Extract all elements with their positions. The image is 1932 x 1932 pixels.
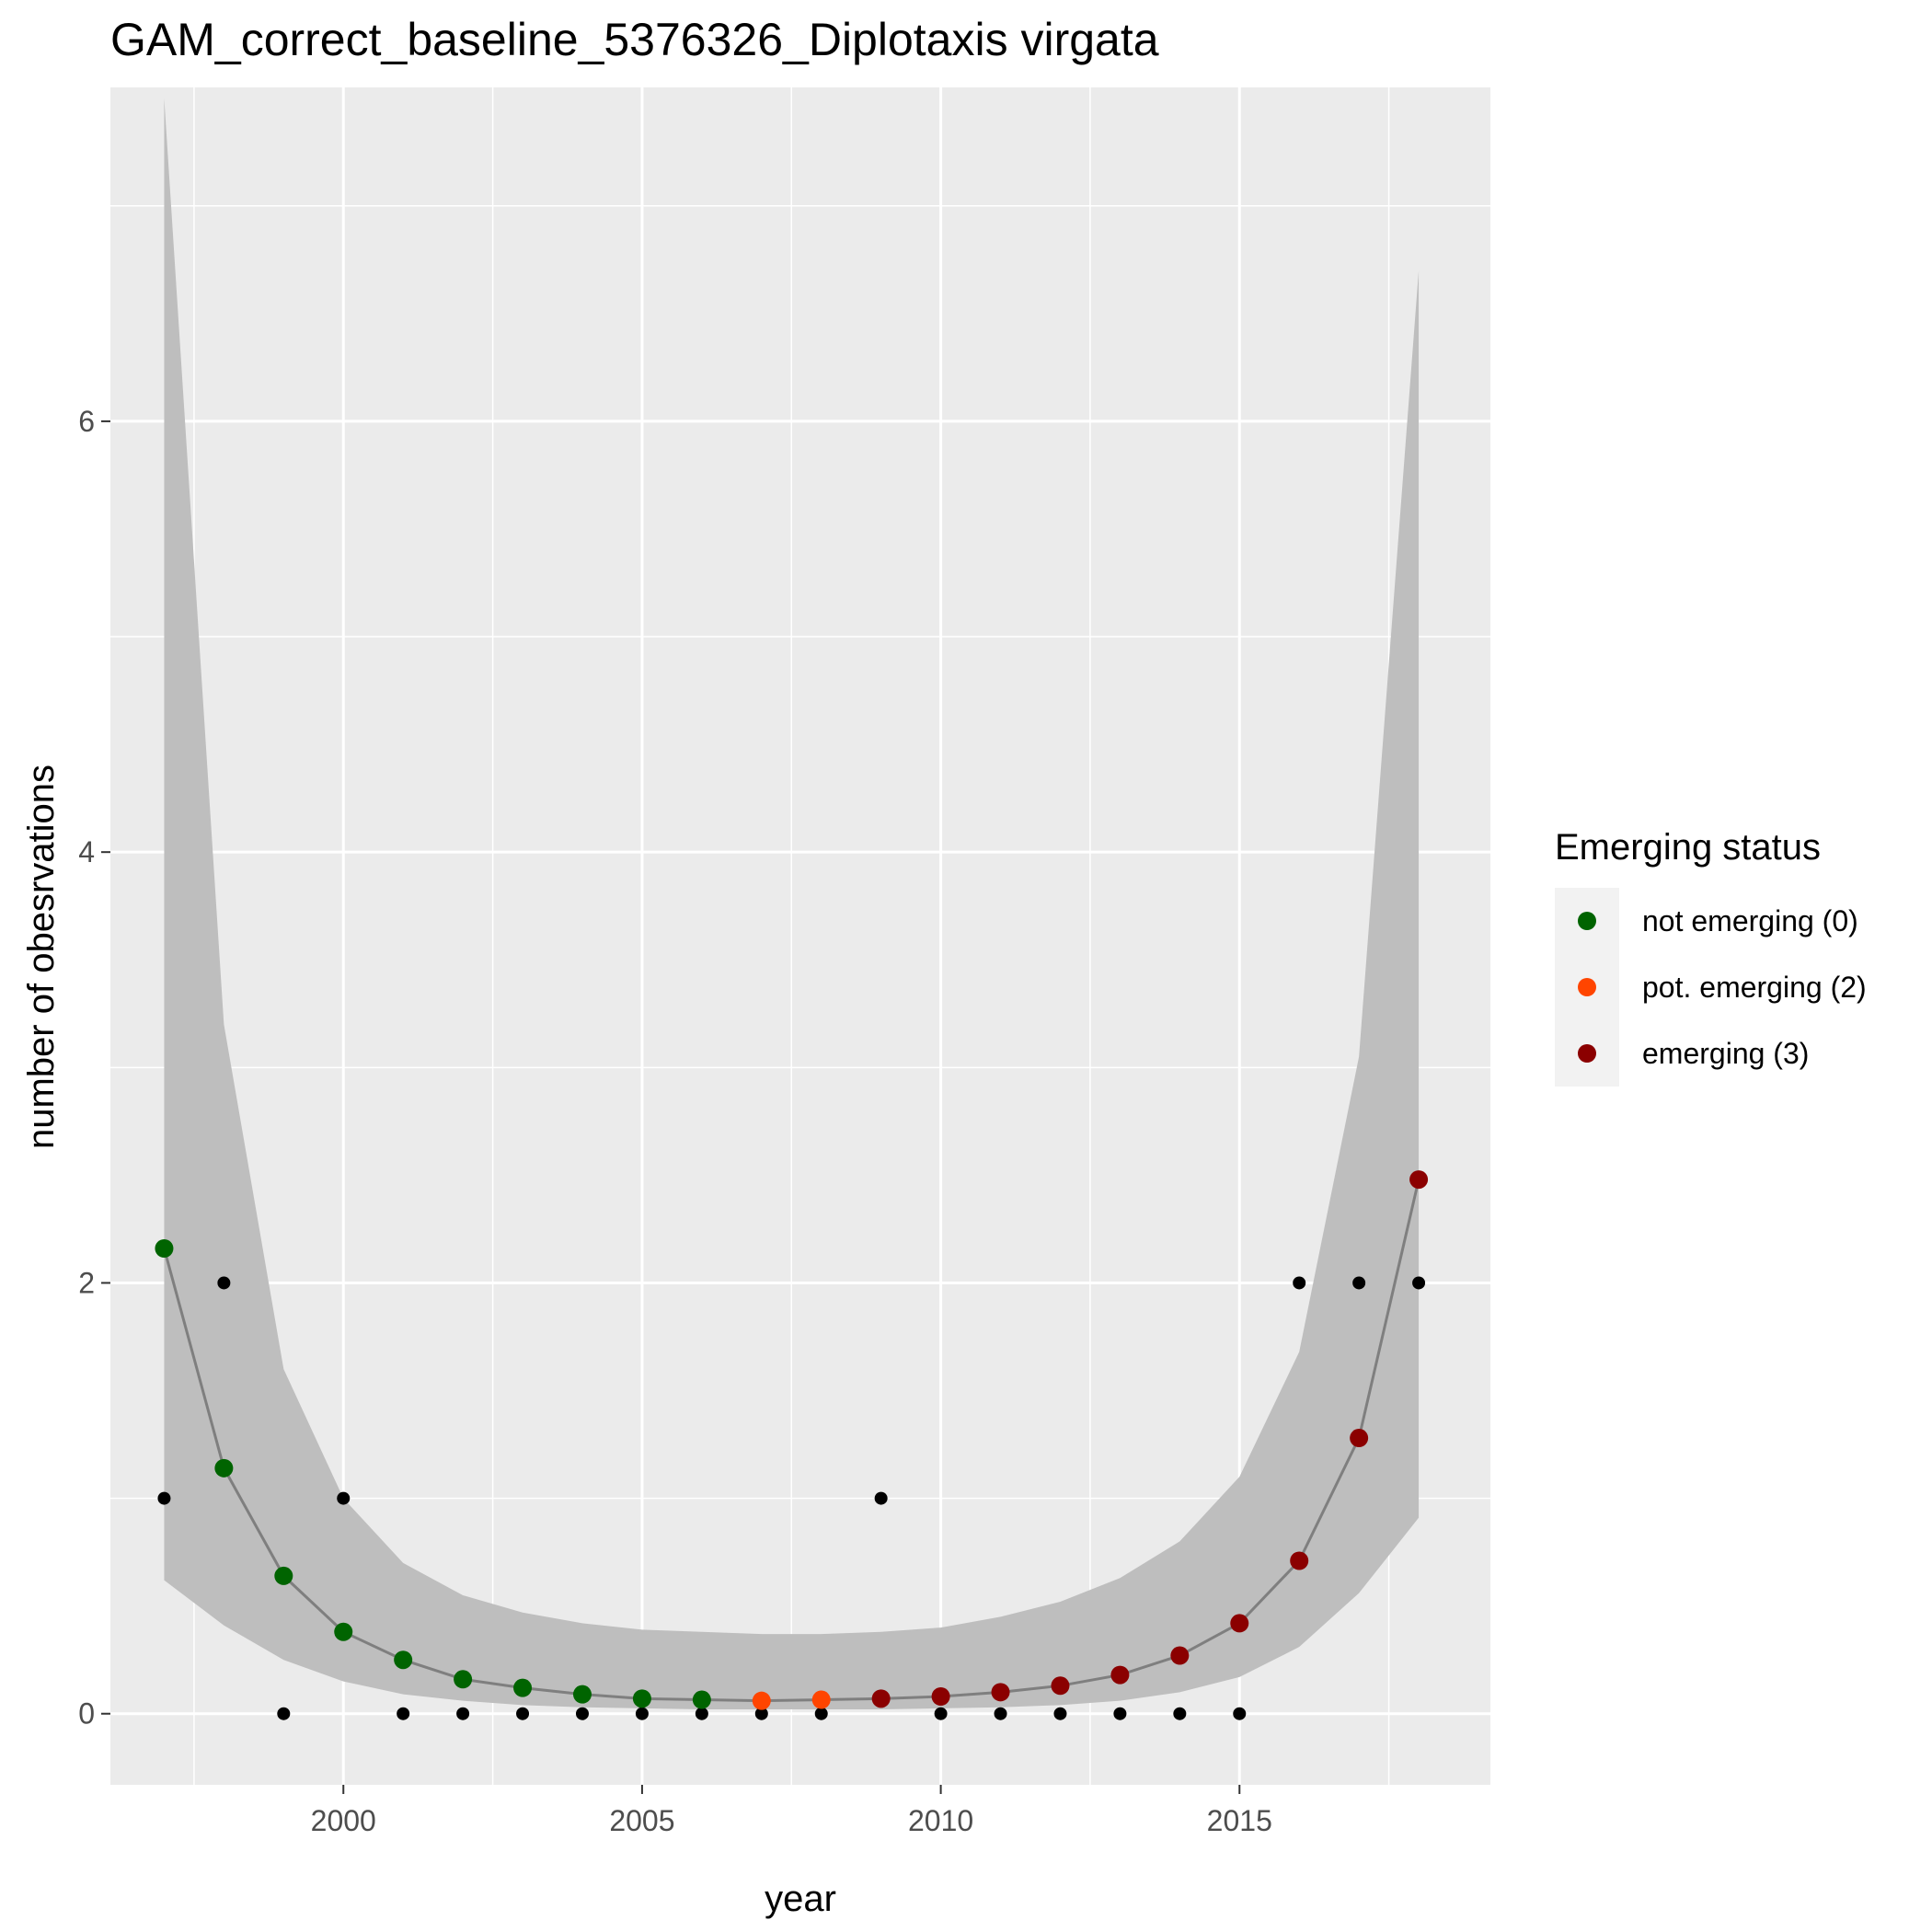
legend-marker [1578, 912, 1596, 930]
observed-point [337, 1491, 351, 1505]
fit-point [1409, 1170, 1429, 1190]
legend-title: Emerging status [1555, 827, 1821, 868]
observed-point [1113, 1707, 1127, 1720]
observed-point [1352, 1276, 1366, 1290]
y-axis-title: number of obesrvations [21, 765, 62, 1149]
fit-point [991, 1683, 1010, 1702]
status-points-layer [155, 1170, 1429, 1710]
fit-point [811, 1690, 831, 1709]
fit-point [632, 1689, 651, 1708]
legend-label: not emerging (0) [1642, 904, 1858, 937]
observed-point [994, 1707, 1007, 1720]
fit-point [334, 1622, 353, 1641]
x-tick-label: 2005 [609, 1804, 674, 1837]
observed-point [874, 1491, 888, 1505]
fit-line-layer [162, 1179, 1420, 1703]
fit-point [871, 1689, 891, 1708]
observed-point [575, 1707, 589, 1720]
observed-point [1233, 1707, 1247, 1720]
legend-label: emerging (3) [1642, 1037, 1809, 1070]
fit-point [1350, 1429, 1369, 1448]
observed-point [754, 1707, 768, 1720]
y-tick-label: 6 [78, 405, 95, 438]
observed-points-layer [157, 1276, 1426, 1720]
fit-point [1051, 1676, 1070, 1696]
observed-point [1412, 1276, 1426, 1290]
observed-point [1293, 1276, 1306, 1290]
fit-point [1110, 1665, 1130, 1685]
fit-point [274, 1566, 293, 1585]
x-tick-label: 2000 [311, 1804, 376, 1837]
y-tick-label: 0 [78, 1697, 95, 1731]
y-tick-label: 2 [78, 1266, 95, 1299]
x-tick-label: 2010 [908, 1804, 973, 1837]
y-tick-label: 4 [78, 835, 95, 868]
observed-point [934, 1707, 948, 1720]
fit-point [931, 1687, 950, 1707]
legend-marker [1578, 978, 1596, 996]
fit-point [1230, 1614, 1249, 1633]
fit-point [513, 1678, 533, 1697]
observed-point [217, 1276, 231, 1290]
fit-point [214, 1458, 234, 1478]
observed-point [1173, 1707, 1187, 1720]
fit-point [155, 1238, 174, 1258]
observed-point [695, 1707, 708, 1720]
confidence-band-layer [164, 98, 1420, 1710]
fit-point [394, 1650, 413, 1670]
fit-point [692, 1690, 711, 1709]
fit-point [572, 1685, 592, 1704]
observed-point [635, 1707, 649, 1720]
observed-point [516, 1707, 530, 1720]
observed-point [1053, 1707, 1067, 1720]
observed-point [814, 1707, 828, 1720]
fit-line [162, 1179, 1420, 1703]
legend: Emerging status not emerging (0) pot. eme… [1555, 827, 1867, 1087]
chart-title: GAM_correct_baseline_5376326_Diplotaxis … [110, 14, 1159, 65]
observed-point [277, 1707, 291, 1720]
legend-marker [1578, 1044, 1596, 1063]
observed-point [456, 1707, 470, 1720]
y-axis: 0 2 4 6 [78, 405, 110, 1731]
observed-point [157, 1491, 171, 1505]
fit-point [752, 1691, 771, 1710]
x-axis: 2000 2005 2010 2015 [311, 1785, 1272, 1837]
legend-label: pot. emerging (2) [1642, 971, 1867, 1004]
observed-point [397, 1707, 410, 1720]
fit-point [454, 1670, 473, 1689]
fit-point [1290, 1551, 1309, 1570]
minor-grid [110, 87, 1490, 1785]
fit-point [1170, 1646, 1190, 1665]
confidence-band [164, 98, 1420, 1710]
x-axis-title: year [765, 1879, 836, 1919]
x-tick-label: 2015 [1207, 1804, 1272, 1837]
legend-entries: not emerging (0) pot. emerging (2) emergin… [1555, 888, 1867, 1087]
